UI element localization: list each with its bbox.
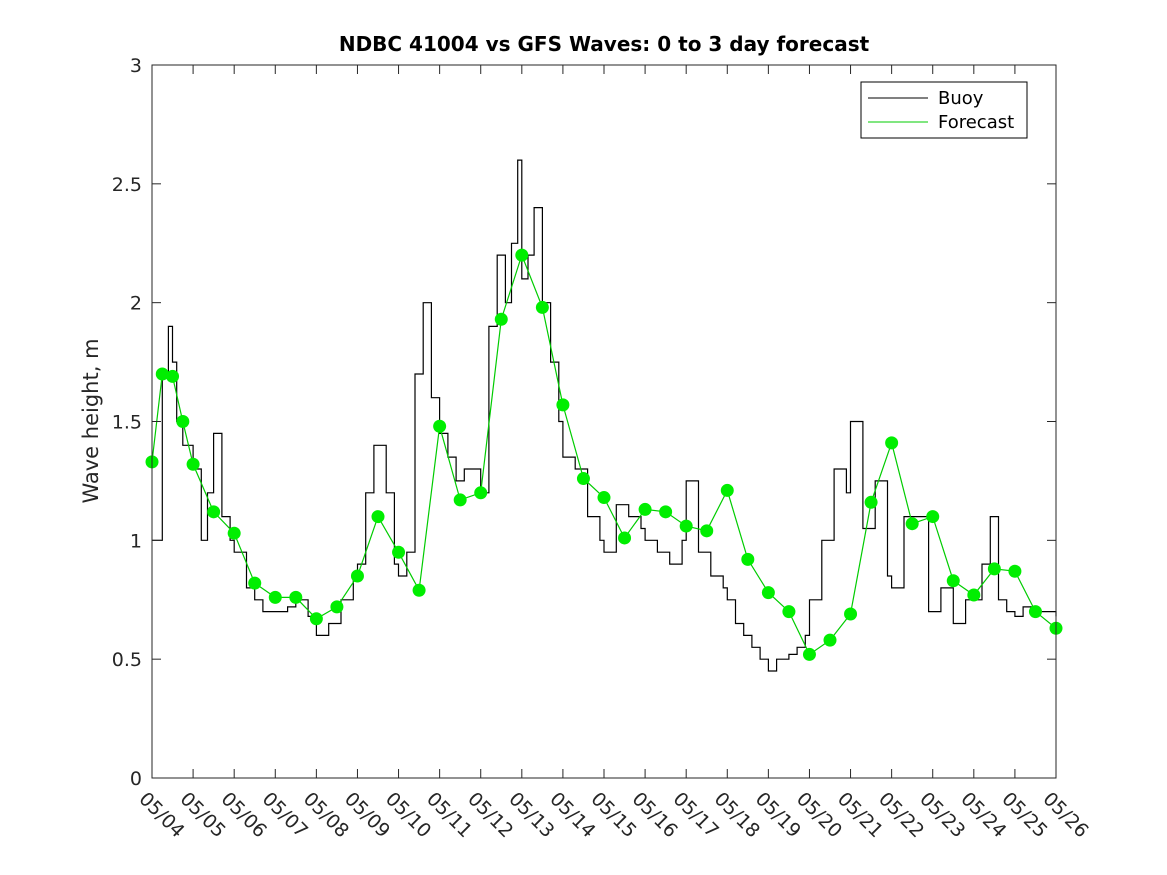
forecast-point [659,505,673,519]
forecast-point [186,457,200,471]
x-tick-label: 05/14 [545,788,599,842]
y-tick-label: 1.5 [112,412,142,434]
plot-background [152,65,1056,778]
forecast-point [433,419,447,433]
x-tick-label: 05/06 [217,788,271,842]
forecast-point [207,505,221,519]
forecast-point [679,519,693,533]
forecast-point [1008,564,1022,578]
x-tick-label: 05/26 [1038,788,1092,842]
forecast-point [494,312,508,326]
forecast-point [987,562,1001,576]
x-tick-label: 05/13 [504,788,558,842]
x-tick-label: 05/17 [669,788,723,842]
forecast-point [823,633,837,647]
x-tick-label: 05/12 [463,788,517,842]
forecast-point [802,647,816,661]
forecast-point [618,531,632,545]
forecast-point [227,526,241,540]
x-tick-label: 05/11 [422,788,476,842]
forecast-point [309,612,323,626]
x-tick-label: 05/21 [833,788,887,842]
forecast-point [268,590,282,604]
forecast-point [926,510,940,524]
x-tick-label: 05/20 [792,788,846,842]
forecast-point [556,398,570,412]
x-tick-label: 05/15 [586,788,640,842]
legend-box [860,81,1028,139]
y-axis-label: Wave height, m [79,338,103,503]
forecast-point [248,576,262,590]
x-tick-label: 05/05 [176,788,230,842]
x-tick-label: 05/18 [710,788,764,842]
x-tick-label: 05/16 [628,788,682,842]
forecast-point [700,524,714,538]
forecast-point [782,605,796,619]
x-tick-label: 05/23 [915,788,969,842]
forecast-point [885,436,899,450]
forecast-point [864,495,878,509]
legend: Buoy Forecast [860,81,1028,139]
forecast-point [638,502,652,516]
legend-forecast-label: Forecast [938,112,1014,133]
forecast-point [741,552,755,566]
forecast-point [371,510,385,524]
y-tick-label: 1 [130,530,142,552]
x-tick-label: 05/09 [340,788,394,842]
forecast-point [576,472,590,486]
x-tick-label: 05/19 [751,788,805,842]
forecast-point [453,493,467,507]
marker-layer [145,248,1063,661]
chart-title: NDBC 41004 vs GFS Waves: 0 to 3 day fore… [339,32,870,56]
y-tick-label: 3 [130,55,142,77]
forecast-point [166,369,180,383]
forecast-point [155,367,169,381]
forecast-point [946,574,960,588]
forecast-point [392,545,406,559]
forecast-point [412,583,426,597]
x-tick-label: 05/07 [258,788,312,842]
forecast-point [905,517,919,531]
y-tick-label: 2 [130,293,142,315]
forecast-point [844,607,858,621]
forecast-point [289,590,303,604]
forecast-point [330,600,344,614]
legend-buoy-label: Buoy [938,88,984,109]
forecast-point [1028,605,1042,619]
x-tick-label: 05/08 [299,788,353,842]
y-tick-label: 0 [130,768,142,790]
forecast-point [535,300,549,314]
forecast-point [967,588,981,602]
x-tick-label: 05/10 [381,788,435,842]
series-buoy-line [152,159,1057,672]
forecast-point [474,486,488,500]
forecast-point [176,415,190,428]
forecast-point [597,491,611,505]
x-tick-label: 05/22 [874,788,928,842]
y-tick-label: 2.5 [112,174,142,196]
y-tick-label: 0.5 [112,649,142,671]
forecast-point [350,569,364,583]
forecast-point [761,586,775,600]
forecast-point [720,483,734,497]
forecast-point [515,248,529,262]
x-tick-label: 05/25 [997,788,1051,842]
x-tick-label: 05/04 [134,788,188,842]
x-tick-label: 05/24 [956,788,1010,842]
